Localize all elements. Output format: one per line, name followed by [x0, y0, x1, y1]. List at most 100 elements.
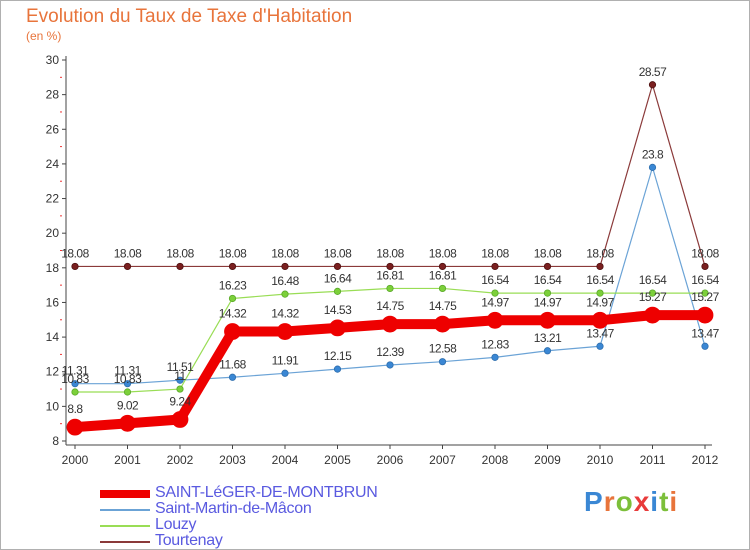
data-point	[543, 347, 552, 355]
x-tick-label: 2005	[324, 453, 351, 467]
y-tick-label: 26	[46, 122, 60, 136]
y-tick-label: 12	[46, 365, 60, 379]
legend-label: Tourtenay	[155, 532, 223, 549]
legend-swatch	[100, 509, 150, 511]
chart-subtitle: (en %)	[26, 29, 62, 43]
data-point	[696, 306, 714, 324]
data-label: 9.02	[117, 398, 139, 412]
data-point	[596, 262, 604, 271]
data-label: 13.47	[691, 326, 719, 340]
data-label: 18.08	[114, 246, 142, 260]
data-point	[701, 342, 709, 350]
series-line-3	[75, 84, 706, 268]
x-tick-label: 2009	[534, 453, 561, 467]
logo-letter: o	[615, 486, 634, 517]
data-label: 18.08	[691, 246, 719, 260]
data-label: 28.57	[639, 65, 667, 79]
data-point	[228, 294, 237, 303]
data-point	[333, 262, 342, 271]
data-label: 12.39	[376, 345, 404, 359]
data-label: 14.97	[534, 295, 562, 309]
data-point	[119, 414, 136, 432]
data-label: 16.81	[429, 268, 457, 282]
logo-letter: x	[633, 486, 651, 517]
data-label: 16.54	[691, 273, 719, 287]
data-point	[386, 361, 394, 369]
data-point	[171, 411, 189, 428]
data-label: 18.08	[534, 246, 562, 260]
data-label: 14.75	[429, 299, 457, 313]
data-point	[176, 385, 184, 393]
data-label: 13.47	[586, 326, 614, 340]
logo-letter: P	[584, 486, 604, 517]
data-label: 14.75	[376, 299, 404, 313]
data-label: 11	[174, 369, 186, 383]
data-label: 18.08	[61, 246, 89, 260]
data-point	[71, 380, 79, 388]
data-point	[543, 262, 552, 271]
data-point	[281, 369, 289, 377]
data-point	[123, 262, 132, 271]
data-label: 10.83	[114, 372, 142, 386]
y-tick-label: 20	[46, 226, 60, 240]
data-label: 14.97	[586, 295, 614, 309]
y-tick-label: 28	[46, 88, 60, 102]
data-label: 15.27	[691, 290, 719, 304]
logo-letter: r	[603, 486, 616, 517]
y-tick-label: 22	[46, 192, 60, 206]
data-point	[123, 380, 132, 388]
x-tick-label: 2000	[62, 453, 89, 467]
data-point	[281, 290, 289, 298]
logo-letter: i	[669, 486, 679, 517]
series-lines	[66, 81, 714, 436]
data-point	[438, 262, 447, 271]
data-label: 16.64	[324, 271, 352, 285]
data-label: 18.08	[429, 246, 457, 260]
x-tick-label: 2001	[114, 453, 141, 467]
data-point	[486, 311, 504, 329]
data-label: 14.32	[219, 307, 247, 321]
data-point	[644, 306, 661, 324]
data-label: 18.08	[271, 246, 299, 260]
data-label: 18.08	[219, 246, 247, 260]
y-tick-label: 10	[46, 399, 60, 413]
data-point	[228, 262, 237, 271]
data-label: 12.15	[324, 349, 352, 363]
data-label: 8.8	[67, 402, 83, 416]
data-point	[276, 323, 294, 340]
data-label: 16.23	[219, 278, 247, 292]
data-label: 18.08	[166, 246, 194, 260]
data-point	[701, 262, 709, 271]
data-point	[386, 262, 394, 271]
data-point	[591, 311, 609, 329]
data-label: 16.54	[586, 273, 614, 287]
x-tick-label: 2002	[167, 453, 194, 467]
data-point	[71, 388, 79, 396]
data-label: 16.54	[534, 273, 562, 287]
data-point	[386, 284, 394, 293]
data-label: 18.08	[586, 246, 614, 260]
data-point	[329, 319, 346, 337]
data-point	[224, 323, 241, 340]
data-point	[123, 388, 132, 396]
x-tick-label: 2010	[587, 453, 614, 467]
data-label: 13.21	[534, 331, 562, 345]
data-label: 10.83	[61, 372, 89, 386]
x-tick-label: 2007	[429, 453, 456, 467]
data-label: 12.58	[429, 342, 457, 356]
proxiti-logo: Proxiti	[584, 486, 678, 518]
data-label: 11.31	[62, 364, 89, 378]
x-tick-label: 2012	[692, 453, 719, 467]
data-point	[333, 287, 342, 295]
logo-letter: i	[650, 486, 660, 517]
data-point	[333, 365, 342, 373]
data-label: 16.54	[481, 273, 509, 287]
data-label: 18.08	[376, 246, 404, 260]
axes: 8 10 12 14 16 18 20 22 24 26 28 30 2000 2001 2002 2003 2…	[46, 53, 719, 467]
legend-label: SAINT-LéGER-DE-MONTBRUN	[155, 484, 378, 501]
data-label: 11.91	[272, 353, 299, 367]
y-tick-label: 24	[46, 157, 60, 171]
data-point	[438, 284, 447, 293]
